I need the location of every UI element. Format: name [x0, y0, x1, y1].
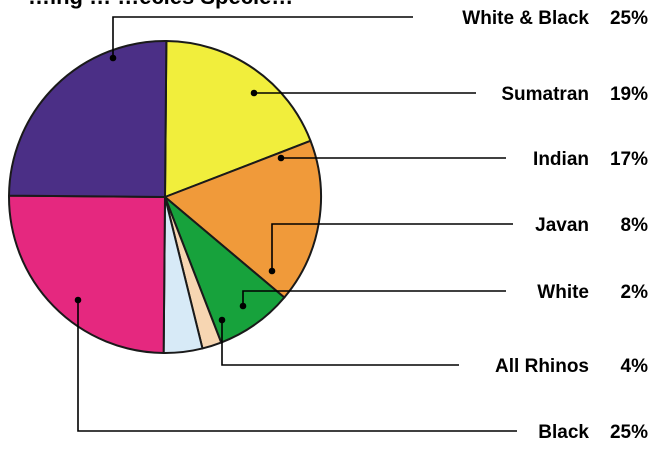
label-javan: Javan: [535, 215, 589, 236]
pie-slices: [8, 40, 322, 354]
slice-sumatran: [164, 40, 312, 198]
leader-white: [242, 290, 506, 306]
percent-indian: 17%: [610, 149, 648, 170]
chart-title: …ing … …ecies Specie…: [28, 0, 293, 9]
anchor-dot-sumatran: [250, 89, 258, 97]
anchor-dot-javan: [268, 267, 276, 275]
label-white: White: [537, 282, 589, 303]
label-all-rhinos: All Rhinos: [495, 356, 589, 377]
anchor-dot-white: [239, 302, 247, 310]
percent-all-rhinos: 4%: [621, 356, 649, 377]
percent-white: 2%: [621, 282, 649, 303]
leader-all-rhinos: [221, 320, 459, 366]
label-indian: Indian: [533, 149, 589, 170]
leader-black: [77, 300, 517, 432]
label-sumatran: Sumatran: [501, 84, 589, 105]
leader-javan: [271, 223, 513, 271]
label-white-black: White & Black: [462, 8, 589, 29]
leader-white-black: [112, 16, 413, 58]
anchor-dot-white-black: [109, 54, 117, 62]
slice-black: [8, 194, 166, 354]
slice-white-black: [8, 40, 168, 198]
percent-javan: 8%: [621, 215, 649, 236]
anchor-dot-all-rhinos: [218, 316, 226, 324]
label-black: Black: [538, 422, 589, 443]
anchor-dot-black: [74, 296, 82, 304]
anchor-dot-indian: [277, 154, 285, 162]
percent-white-black: 25%: [610, 8, 648, 29]
percent-sumatran: 19%: [610, 84, 648, 105]
percent-black: 25%: [610, 422, 648, 443]
slice-indian: [164, 139, 322, 299]
slice-labels: White & Black 25% Sumatran 19% Indian 17% Java…: [462, 8, 648, 443]
leader-lines: [74, 16, 517, 432]
